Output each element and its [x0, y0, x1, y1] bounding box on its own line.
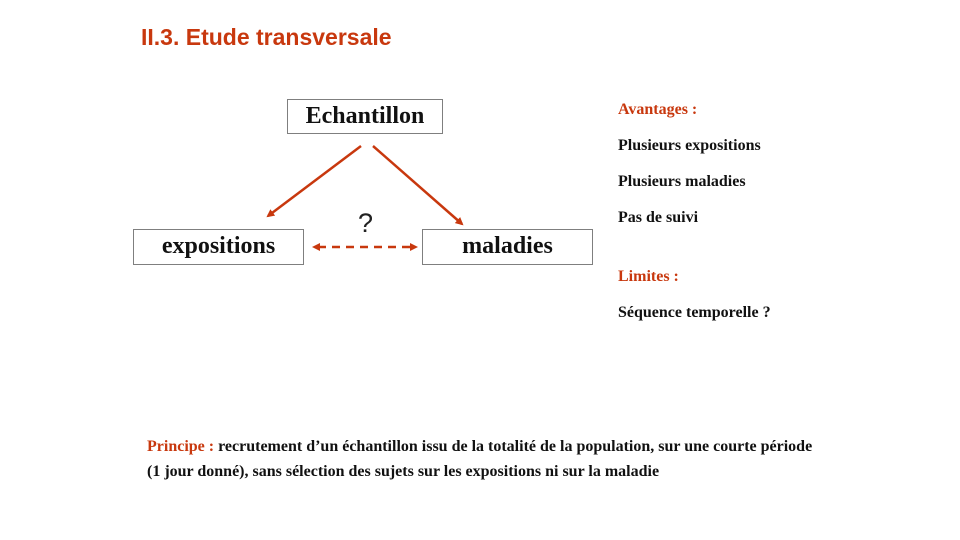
avantage-item: Pas de suivi — [618, 209, 699, 226]
principe-text: recrutement d’un échantillon issu de la … — [147, 438, 813, 480]
arrow-to-maladies — [372, 145, 464, 226]
principe-label: Principe : — [147, 438, 215, 455]
slide-title: II.3. Etude transversale — [141, 24, 392, 50]
arrow-to-expositions — [266, 145, 362, 218]
avantage-item: Plusieurs expositions — [618, 137, 761, 154]
principe-paragraph: Principe : recrutement d’un échantillon … — [147, 434, 827, 484]
question-mark-label: ? — [358, 208, 374, 238]
box-maladies: maladies — [422, 229, 593, 265]
avantage-item: Plusieurs maladies — [618, 173, 746, 190]
limites-heading: Limites : — [618, 268, 679, 285]
box-echantillon: Echantillon — [287, 99, 443, 134]
avantages-heading: Avantages : — [618, 101, 698, 118]
limite-item: Séquence temporelle ? — [618, 304, 771, 321]
box-expositions: expositions — [133, 229, 304, 265]
